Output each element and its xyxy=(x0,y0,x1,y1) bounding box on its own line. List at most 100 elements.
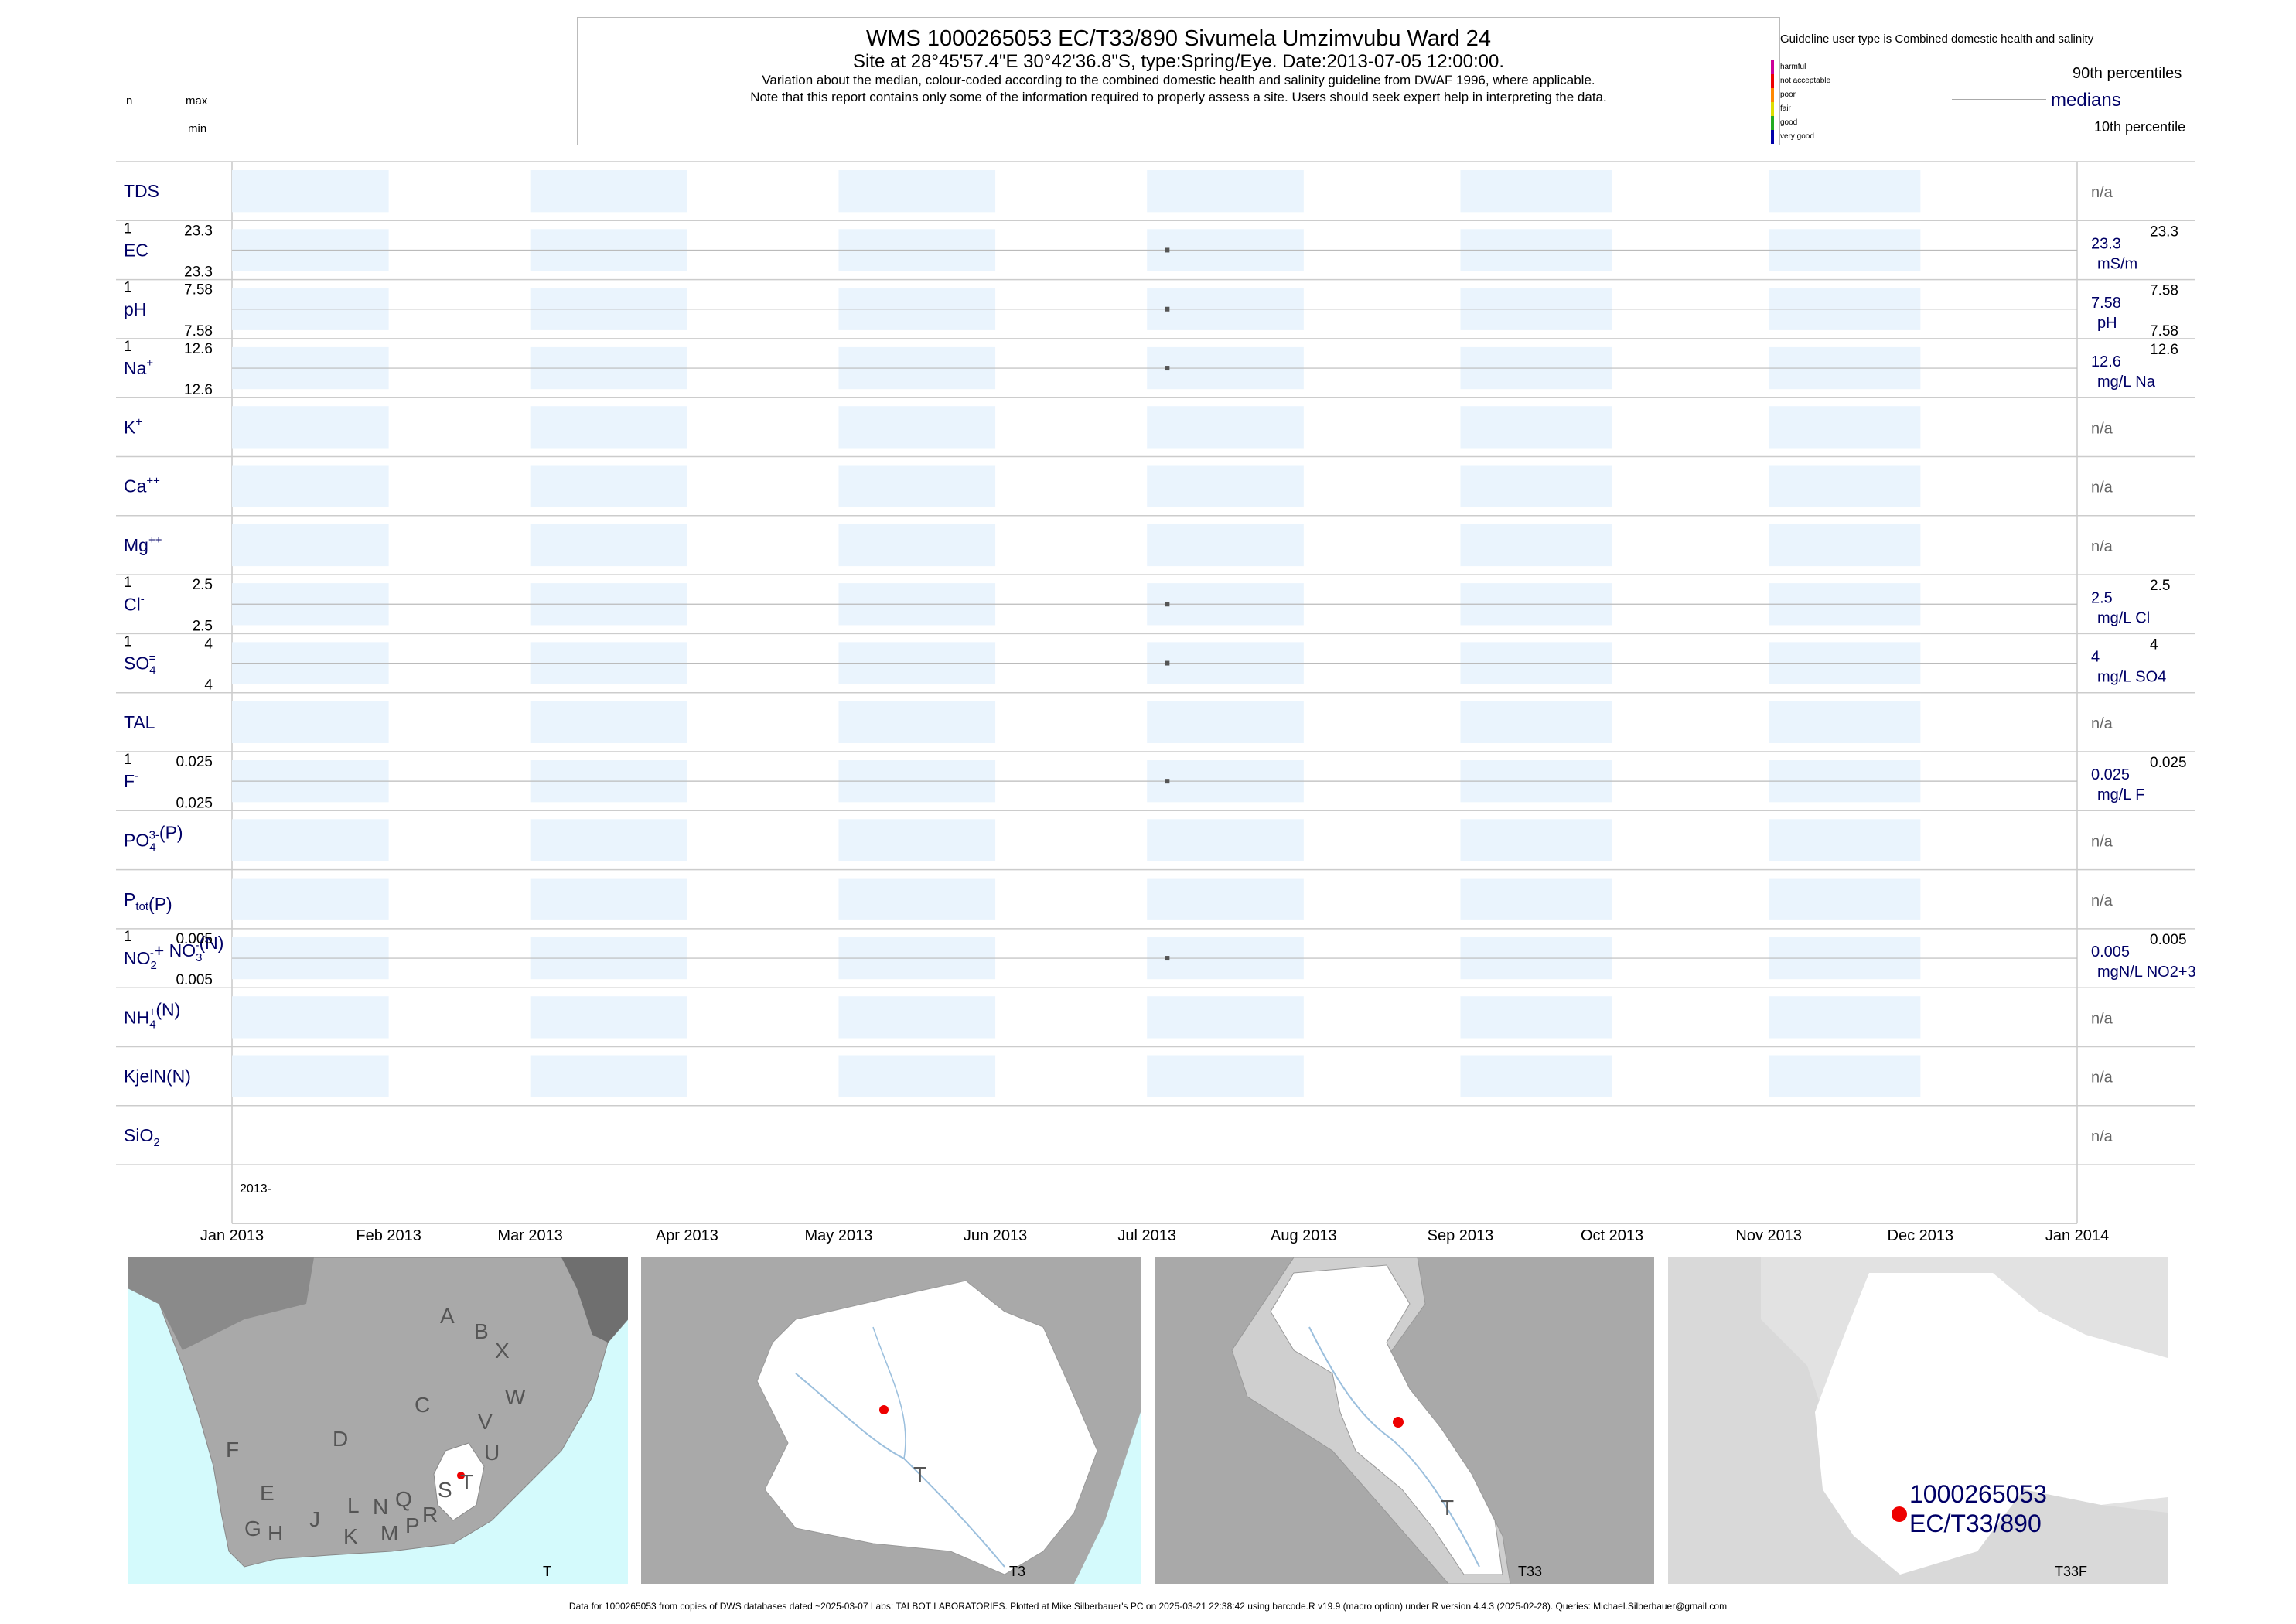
row-n: 1 xyxy=(124,220,132,237)
legend-class-list: harmful not acceptable poor fair good ve… xyxy=(1780,60,1830,144)
row-n: 1 xyxy=(124,280,132,296)
map-caption-t3: T3 xyxy=(1009,1564,1025,1579)
map-region-letter: E xyxy=(260,1481,275,1505)
map-region-letter: V xyxy=(478,1410,493,1434)
legend-class-good: good xyxy=(1780,118,1798,127)
param-label-13: NO2-+ NO3-(N) xyxy=(124,933,223,972)
row-na: n/a xyxy=(2091,715,2113,732)
row-min: 0.005 xyxy=(176,972,213,988)
map-t33f: 1000265053 EC/T33/890 T33F xyxy=(1668,1257,2168,1584)
row-unit: mgN/L NO2+3 xyxy=(2097,964,2196,981)
month-band xyxy=(232,996,389,1039)
x-tick-label: Aug 2013 xyxy=(1271,1227,1337,1244)
x-tick-label: Jul 2013 xyxy=(1117,1227,1176,1244)
month-band xyxy=(530,1055,687,1097)
month-band xyxy=(530,524,687,567)
month-band xyxy=(1460,819,1612,861)
row-unit: mS/m xyxy=(2097,255,2137,272)
row-na: n/a xyxy=(2091,892,2113,909)
param-label-8: SO4= xyxy=(124,652,156,677)
map-site-dot xyxy=(457,1472,465,1479)
row-max: 2.5 xyxy=(193,577,213,593)
row-p90: 0.025 xyxy=(2150,755,2187,771)
x-tick-label: Jan 2013 xyxy=(200,1227,264,1244)
map-t33-catchment xyxy=(1270,1264,1503,1575)
month-band xyxy=(530,701,687,743)
map-region-letter: G xyxy=(244,1517,261,1540)
year-label: 2013- xyxy=(240,1182,271,1196)
month-band xyxy=(1460,701,1612,743)
legend-median-line xyxy=(1952,99,2046,100)
month-band xyxy=(1460,1055,1612,1097)
map-t33: T T33 xyxy=(1155,1257,1654,1584)
month-band xyxy=(1147,170,1304,213)
map-t33-river xyxy=(1308,1326,1480,1568)
row-p90: 23.3 xyxy=(2150,223,2178,240)
map-region-letter: T xyxy=(460,1470,473,1494)
month-band xyxy=(1460,878,1612,920)
sample-marker xyxy=(1165,956,1170,961)
map-region-letter: J xyxy=(309,1507,320,1531)
row-na: n/a xyxy=(2091,1070,2113,1087)
row-median: 23.3 xyxy=(2091,235,2121,252)
x-tick-label: Oct 2013 xyxy=(1581,1227,1643,1244)
row-unit: mg/L SO4 xyxy=(2097,669,2166,686)
month-band xyxy=(1460,465,1612,507)
param-label-14: NH4+(N) xyxy=(124,999,180,1031)
param-label-12: Ptot(P) xyxy=(124,889,172,914)
map-region-letter: M xyxy=(380,1521,398,1545)
page-subtitle: Site at 28°45'57.4"E 30°42'36.8"S, type:… xyxy=(853,51,1504,72)
note-line-1: Variation about the median, colour-coded… xyxy=(762,73,1595,87)
row-na: n/a xyxy=(2091,420,2113,437)
row-min: 4 xyxy=(204,677,213,694)
legend-colour-bar xyxy=(1771,60,1774,144)
map-region-letter: N xyxy=(373,1495,388,1519)
row-min: 7.58 xyxy=(184,323,213,339)
sample-marker xyxy=(1165,602,1170,607)
row-min: 0.025 xyxy=(176,795,213,811)
row-max: 7.58 xyxy=(184,282,213,299)
month-band xyxy=(232,1055,389,1097)
x-tick-label: Sep 2013 xyxy=(1428,1227,1494,1244)
row-unit: mg/L Na xyxy=(2097,374,2156,391)
x-tick-label: Dec 2013 xyxy=(1888,1227,1954,1244)
row-n: 1 xyxy=(124,633,132,650)
x-tick-label: Jun 2013 xyxy=(964,1227,1027,1244)
map-t33f-site-dot xyxy=(1892,1506,1907,1522)
month-band xyxy=(1769,1055,1921,1097)
row-unit: mg/L Cl xyxy=(2097,609,2150,626)
map-region-letter: A xyxy=(440,1304,455,1328)
month-band xyxy=(232,406,389,449)
row-min: 23.3 xyxy=(184,264,213,281)
param-label-2: pH xyxy=(124,299,146,319)
footer-text: Data for 1000265053 from copies of DWS d… xyxy=(568,1601,1728,1612)
month-band xyxy=(1147,701,1304,743)
row-min: 2.5 xyxy=(193,618,213,634)
month-band xyxy=(232,170,389,213)
row-na: n/a xyxy=(2091,1128,2113,1145)
row-p10: 7.58 xyxy=(2150,323,2178,339)
map-t3-site-dot xyxy=(879,1405,889,1414)
param-label-6: Mg++ xyxy=(124,534,162,555)
map-region-letter: S xyxy=(438,1478,452,1502)
month-band xyxy=(838,170,996,213)
map-region-letter: K xyxy=(343,1524,358,1548)
param-label-1: EC xyxy=(124,240,148,260)
month-band xyxy=(232,465,389,507)
map-t33f-neighbour xyxy=(1668,1257,2168,1584)
x-tick-label: Mar 2013 xyxy=(497,1227,563,1244)
month-band xyxy=(530,878,687,920)
row-min: 12.6 xyxy=(184,382,213,398)
row-na: n/a xyxy=(2091,184,2113,201)
map-region-letter: R xyxy=(422,1503,438,1527)
legend-90th: 90th percentiles xyxy=(2073,65,2182,82)
row-na: n/a xyxy=(2091,833,2113,850)
param-label-16: SiO2 xyxy=(124,1125,160,1149)
row-p90: 12.6 xyxy=(2150,342,2178,358)
row-n: 1 xyxy=(124,752,132,768)
map-t33-site-dot xyxy=(1393,1417,1404,1428)
row-max: 0.005 xyxy=(176,931,213,947)
month-band xyxy=(838,406,996,449)
